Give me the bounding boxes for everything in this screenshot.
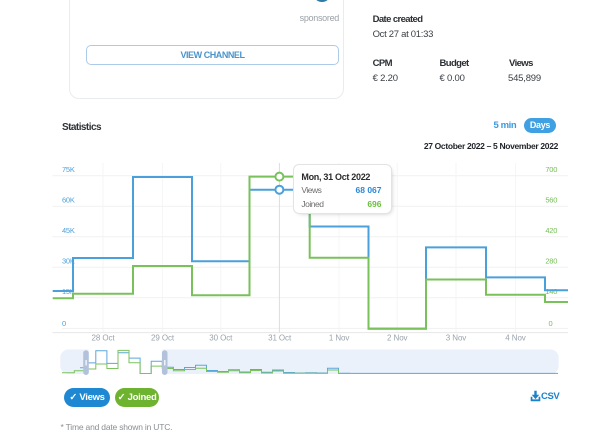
svg-text:29 Oct: 29 Oct: [151, 333, 175, 342]
svg-text:4 Nov: 4 Nov: [505, 333, 525, 342]
svg-text:140: 140: [545, 287, 557, 296]
svg-text:560: 560: [545, 196, 557, 205]
svg-text:30 Oct: 30 Oct: [209, 333, 233, 342]
svg-text:30K: 30K: [62, 257, 75, 266]
svg-text:31 Oct: 31 Oct: [268, 333, 292, 342]
svg-text:3 Nov: 3 Nov: [446, 333, 466, 342]
svg-text:280: 280: [545, 257, 557, 266]
svg-text:0: 0: [62, 319, 66, 328]
svg-text:60K: 60K: [62, 196, 75, 205]
svg-text:420: 420: [545, 226, 557, 235]
svg-text:0: 0: [549, 319, 553, 328]
svg-text:700: 700: [545, 165, 557, 174]
svg-text:1 Nov: 1 Nov: [329, 333, 349, 342]
svg-text:2 Nov: 2 Nov: [387, 333, 407, 342]
svg-text:28 Oct: 28 Oct: [92, 333, 116, 342]
svg-text:45K: 45K: [62, 226, 75, 235]
svg-text:75K: 75K: [62, 165, 75, 174]
